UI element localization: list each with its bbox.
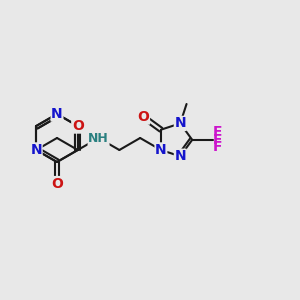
Text: O: O [72,119,84,133]
Text: NH: NH [88,133,109,146]
Text: F: F [213,125,222,139]
Text: N: N [51,107,63,121]
Text: N: N [174,149,186,163]
Text: N: N [30,143,42,157]
Text: F: F [213,140,222,154]
Text: N: N [155,143,167,157]
Text: O: O [51,177,63,190]
Text: F: F [213,133,222,147]
Text: N: N [174,116,186,130]
Text: O: O [137,110,149,124]
